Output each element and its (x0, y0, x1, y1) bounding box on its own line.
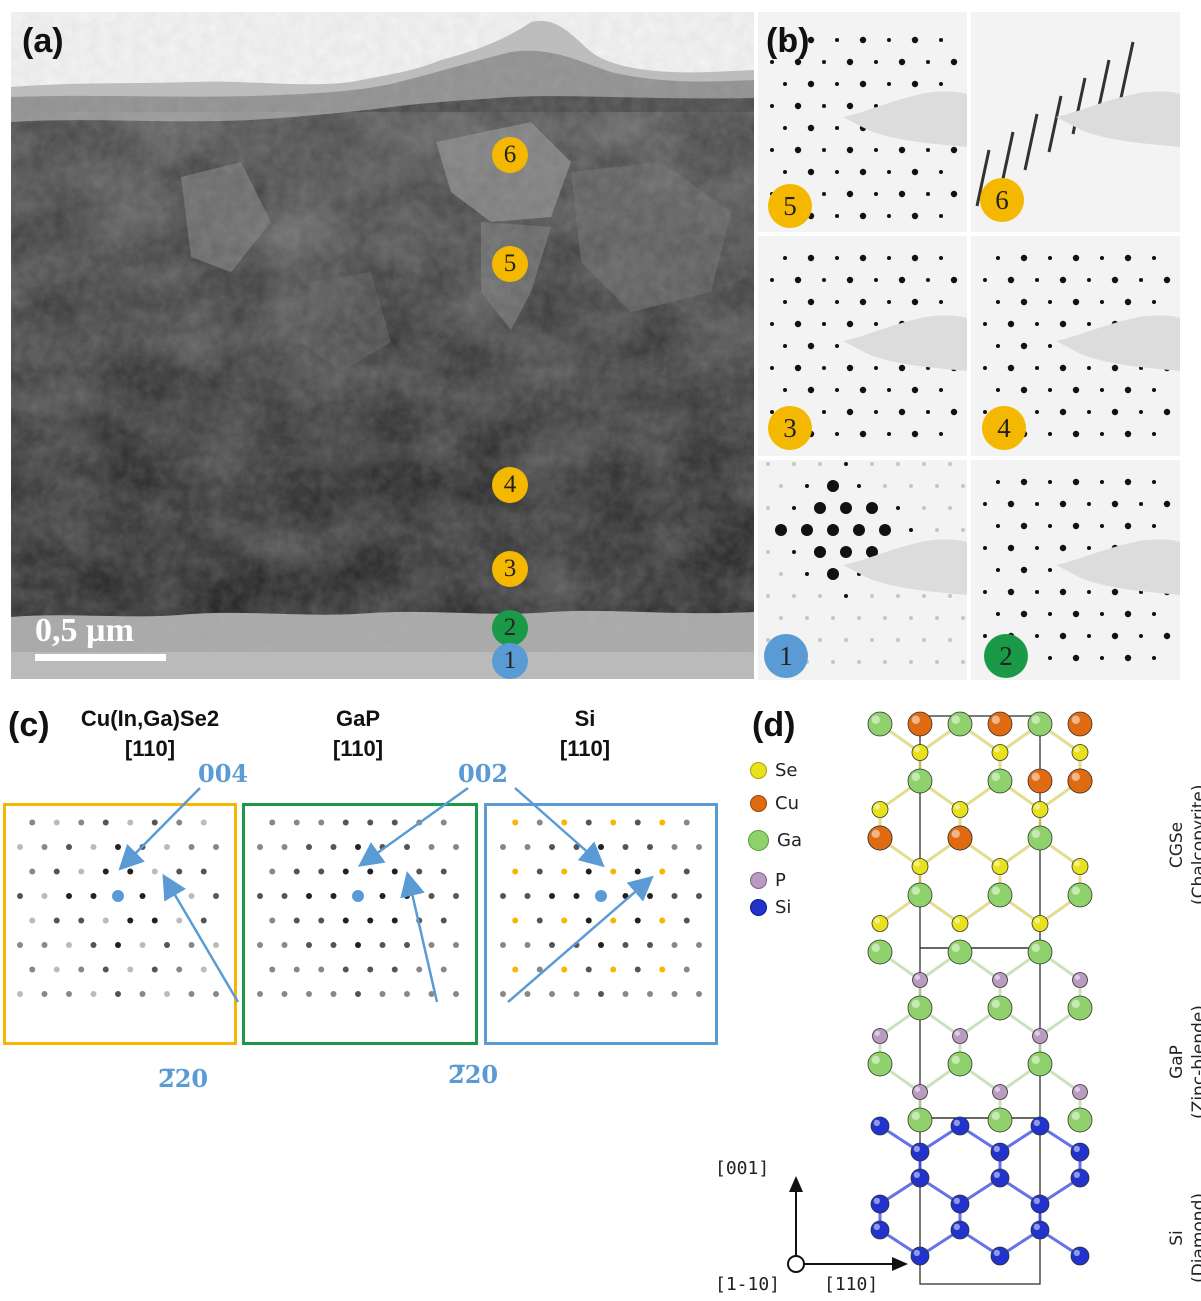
legend-cu-swatch (750, 795, 767, 812)
legend-si-swatch (750, 899, 767, 916)
layer-name-cgse: CGSe (1167, 821, 1187, 869)
legend-p-swatch (750, 872, 767, 889)
column-material-cigs: Cu(In,Ga)Se2 (80, 706, 220, 731)
layer-structure-cgse: (Chalcopyrite) (1189, 784, 1201, 906)
layer-structure-gap: (Zinc-blende) (1189, 1005, 1201, 1119)
layer-label-gap: GaP (Zinc-blende) (1166, 1002, 1201, 1122)
legend-ga-label: Ga (777, 830, 802, 851)
arrow-cigs-004 (118, 787, 201, 871)
tem-image (11, 12, 754, 679)
layer-name-si: Si (1167, 1230, 1187, 1246)
tem-marker-2: 2 (492, 610, 528, 646)
panel-d-label: (d) (752, 706, 796, 744)
annotation-arrows (118, 786, 654, 1003)
saed-marker-6: 6 (980, 178, 1024, 222)
pattern-frame-si (484, 803, 718, 1045)
layer-label-si: Si (Diamond) (1166, 1178, 1201, 1298)
tem-marker-4: 4 (492, 467, 528, 503)
column-zone-axis-gap: [110] (332, 736, 384, 761)
panel-c-label: (c) (8, 706, 50, 744)
arrow-gap-220 (400, 871, 439, 1003)
arrow-gap-002 (357, 786, 469, 867)
saed-marker-5: 5 (768, 184, 812, 228)
legend-si-label: Si (775, 897, 792, 918)
column-header-cigs: Cu(In,Ga)Se2 [110] (60, 704, 240, 764)
scale-bar-text: 0,5 µm (35, 612, 134, 649)
panel-b-label: (b) (766, 22, 810, 60)
arrow-si-220 (507, 875, 654, 1003)
scale-bar: 0,5 µm (35, 614, 166, 661)
label-220-cigs: 2̅20 (158, 1064, 209, 1093)
tem-marker-1: 1 (492, 643, 528, 679)
column-material-si: Si (574, 706, 596, 731)
pattern-frame-gap (242, 803, 478, 1045)
layer-label-cgse: CGSe (Chalcopyrite) (1166, 784, 1201, 906)
saed-grid (758, 12, 1196, 682)
legend-ga-swatch (748, 830, 769, 851)
arrow-si-002 (514, 787, 605, 868)
legend-se-label: Se (775, 760, 798, 781)
legend-se-swatch (750, 762, 767, 779)
arrow-cigs-220 (162, 873, 240, 1003)
axis-label-110: [110] (824, 1274, 879, 1295)
tem-micrograph-graphic (11, 12, 754, 679)
pattern-frame-cigs (3, 803, 237, 1045)
panel-a-label: (a) (22, 22, 64, 60)
label-220-shared: 2̅20 (448, 1060, 499, 1089)
legend-si: Si (750, 897, 791, 918)
legend-cu-label: Cu (775, 793, 799, 814)
tem-marker-5: 5 (492, 246, 528, 282)
axis-label-001: [001] (715, 1158, 770, 1179)
layer-name-gap: GaP (1167, 1045, 1187, 1079)
label-004: 004 (198, 759, 249, 788)
column-zone-axis-cigs: [110] (124, 736, 176, 761)
axis-triad (787, 1176, 908, 1273)
crystal-structure (867, 711, 1093, 1285)
saed-marker-4: 4 (982, 406, 1026, 450)
simulated-patterns (17, 819, 702, 997)
legend-p-label: P (775, 870, 786, 891)
tem-marker-6: 6 (492, 137, 528, 173)
legend-cu: Cu (750, 793, 799, 814)
column-header-gap: GaP [110] (298, 704, 418, 764)
tem-marker-3: 3 (492, 551, 528, 587)
saed-marker-1: 1 (764, 634, 808, 678)
column-zone-axis-si: [110] (559, 736, 611, 761)
legend-ga: Ga (748, 830, 802, 851)
saed-marker-3: 3 (768, 406, 812, 450)
column-material-gap: GaP (335, 706, 381, 731)
axis-label-1-10: [1-10] (715, 1274, 781, 1295)
legend-p: P (750, 870, 786, 891)
scale-bar-line (35, 654, 166, 661)
label-002: 002 (458, 759, 509, 788)
saed-marker-2: 2 (984, 634, 1028, 678)
layer-structure-si: (Diamond) (1189, 1192, 1201, 1284)
column-header-si: Si [110] (525, 704, 645, 764)
legend-se: Se (750, 760, 798, 781)
